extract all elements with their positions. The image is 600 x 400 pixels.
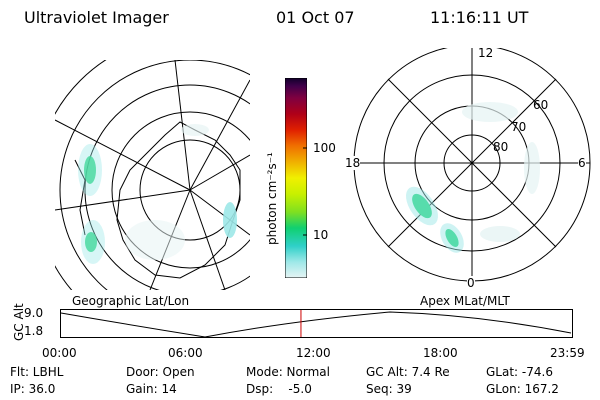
glon-status: GLon: 167.2 xyxy=(486,382,559,396)
apex-mlt-6: 6 xyxy=(578,156,586,170)
gc-alt-ytick-bottom: 1.8 xyxy=(24,324,44,338)
geo-lon-line xyxy=(55,119,191,191)
geo-aurora xyxy=(78,124,237,264)
apex-polar-plot xyxy=(353,48,591,282)
geo-lon-line xyxy=(174,60,191,191)
glat-status: GLat: -74.6 xyxy=(486,365,553,379)
colorbar-gradient xyxy=(284,77,308,279)
apex-mlt-0: 0 xyxy=(467,276,475,290)
gc-xtick-2: 12:00 xyxy=(296,346,331,360)
gc-alt-frame xyxy=(60,309,573,338)
gain-status: Gain: 14 xyxy=(126,382,177,396)
filter-status: Flt: LBHL xyxy=(10,365,64,379)
door-status: Door: Open xyxy=(126,365,195,379)
gc-alt-plot xyxy=(60,309,573,338)
apex-lat-60: 60 xyxy=(533,98,549,112)
geo-lat-ring xyxy=(59,60,250,290)
apex-diagonal xyxy=(387,78,557,248)
colorbar xyxy=(284,77,308,279)
gc-xtick-3: 18:00 xyxy=(423,346,458,360)
apex-label: Apex MLat/MLT xyxy=(420,294,510,308)
dsp-status: Dsp: -5.0 xyxy=(246,382,312,396)
colorbar-unit-label: photon cm⁻²s⁻¹ xyxy=(265,152,279,245)
geo-lon-line xyxy=(189,189,250,236)
apex-mlt-18: 18 xyxy=(345,156,361,170)
colorbar-tick-100: 100 xyxy=(313,141,336,155)
gc-xtick-4: 23:59 xyxy=(550,346,585,360)
gc-xtick-1: 06:00 xyxy=(168,346,203,360)
gc-alt-status: GC Alt: 7.4 Re xyxy=(366,365,450,379)
coastline xyxy=(116,121,241,279)
geo-lon-line xyxy=(189,79,250,191)
gc-alt-ytick-top: 9.0 xyxy=(24,306,44,320)
ip-status: IP: 36.0 xyxy=(10,382,56,396)
apex-mlt-12: 12 xyxy=(478,46,494,60)
gc-alt-curve xyxy=(60,311,572,338)
geo-lon-line xyxy=(55,189,191,211)
geo-lat-ring xyxy=(111,111,250,269)
time-label: 11:16:11 UT xyxy=(430,8,529,27)
date-label: 01 Oct 07 xyxy=(276,8,355,27)
colorbar-tick-10: 10 xyxy=(313,228,329,242)
apex-lat-70: 70 xyxy=(511,120,527,134)
geographic-label: Geographic Lat/Lon xyxy=(72,294,190,308)
mode-status: Mode: Normal xyxy=(246,365,330,379)
apex-aurora xyxy=(406,102,540,253)
geographic-map xyxy=(55,60,250,290)
coastline xyxy=(74,159,86,236)
geo-lon-line xyxy=(189,189,226,290)
geo-lon-line xyxy=(189,154,250,191)
instrument-title: Ultraviolet Imager xyxy=(24,8,169,27)
seq-status: Seq: 39 xyxy=(366,382,412,396)
geo-lat-ring xyxy=(84,84,250,290)
gc-xtick-0: 00:00 xyxy=(42,346,77,360)
apex-lat-80: 80 xyxy=(493,140,509,154)
